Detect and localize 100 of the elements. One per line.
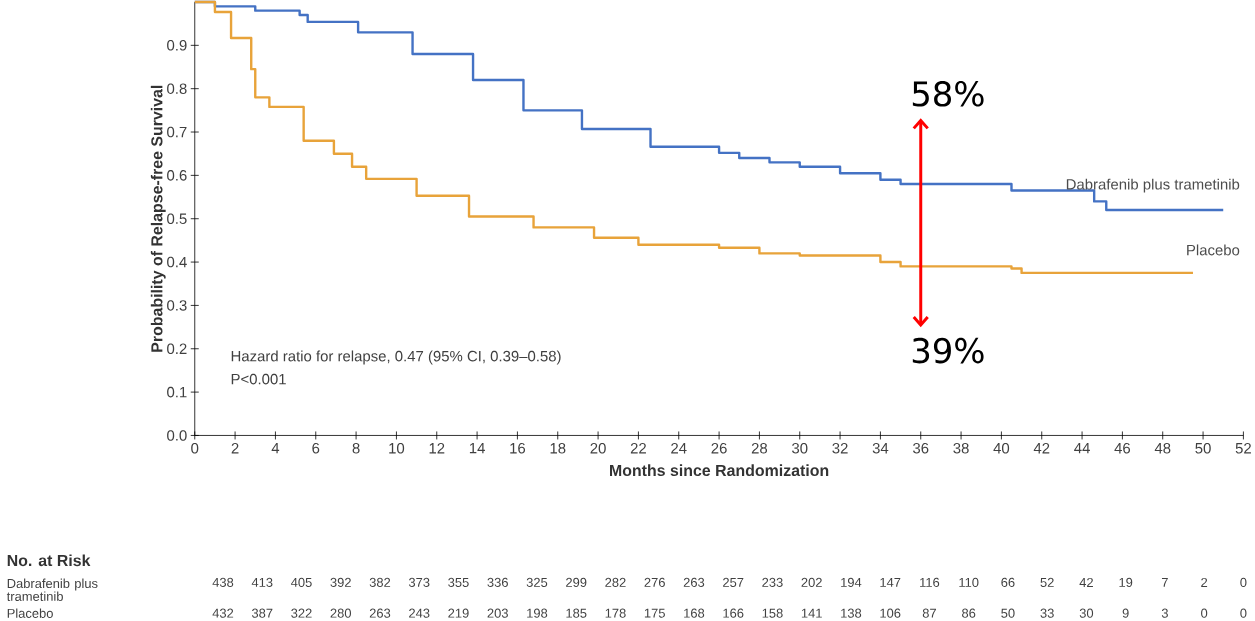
x-tick-label: 36 bbox=[913, 442, 929, 454]
x-tick-label: 8 bbox=[352, 442, 360, 454]
x-tick-label: 28 bbox=[751, 442, 768, 454]
series-label: Placebo bbox=[1187, 244, 1240, 256]
text: 33 bbox=[1040, 608, 1054, 618]
y-tick-label: 0.1 bbox=[167, 386, 187, 398]
text: 42 bbox=[1079, 577, 1093, 587]
x-tick-label: 6 bbox=[312, 442, 320, 454]
text: 336 bbox=[487, 577, 508, 587]
text: 325 bbox=[526, 577, 548, 587]
text: 203 bbox=[487, 608, 508, 618]
text: 66 bbox=[1001, 577, 1015, 587]
text: 185 bbox=[566, 608, 587, 618]
x-tick-label: 30 bbox=[792, 442, 808, 454]
text: 168 bbox=[684, 608, 705, 618]
text: 243 bbox=[409, 608, 430, 618]
annotation: Hazard ratio for relapse, 0.47 (95% CI, 0.39–0.58) bbox=[231, 350, 561, 365]
x-tick-label: 16 bbox=[510, 442, 526, 454]
text: 86 bbox=[962, 608, 976, 618]
text: 355 bbox=[448, 577, 469, 587]
y-tick-label: 0.5 bbox=[167, 213, 187, 224]
text: 19 bbox=[1119, 577, 1133, 587]
text: 432 bbox=[212, 608, 234, 618]
text: 7 bbox=[1161, 577, 1168, 587]
text: 0 bbox=[1240, 608, 1247, 618]
x-tick-label: 32 bbox=[832, 442, 848, 454]
text: 30 bbox=[1079, 608, 1094, 618]
text: No. at Risk bbox=[7, 554, 91, 567]
text: 110 bbox=[959, 577, 979, 587]
x-tick-label: 34 bbox=[872, 442, 889, 454]
text: 106 bbox=[880, 608, 901, 618]
text: 178 bbox=[605, 608, 626, 618]
text: 257 bbox=[723, 577, 744, 587]
text: 141 bbox=[801, 608, 822, 618]
y-tick-label: 0.7 bbox=[167, 126, 187, 138]
text: 405 bbox=[290, 577, 312, 587]
text: 263 bbox=[683, 577, 705, 587]
text: 116 bbox=[920, 577, 940, 587]
y-tick-label: 0.3 bbox=[167, 300, 187, 311]
y-tick-label: 0.6 bbox=[167, 169, 187, 181]
text: Dabrafenib plus trametinib bbox=[6, 578, 98, 601]
text: 263 bbox=[369, 608, 391, 618]
text: 9 bbox=[1122, 608, 1129, 618]
y-tick-label: 0.2 bbox=[167, 343, 187, 354]
text: 158 bbox=[762, 608, 783, 618]
x-tick-label: 22 bbox=[630, 442, 646, 454]
text: 198 bbox=[527, 608, 548, 618]
x-tick-label: 12 bbox=[429, 442, 445, 454]
text: 438 bbox=[212, 577, 234, 587]
x-tick-label: 38 bbox=[953, 442, 969, 454]
y-axis-title: Probability of Relapse-free Survival bbox=[150, 85, 166, 352]
text: 0 bbox=[1240, 577, 1247, 587]
text: 322 bbox=[291, 608, 312, 618]
x-tick-label: 46 bbox=[1114, 442, 1131, 454]
y-tick-label: 0.9 bbox=[167, 39, 187, 51]
text: 87 bbox=[922, 608, 936, 618]
x-tick-label: 0 bbox=[191, 442, 199, 454]
annotation: P<0.001 bbox=[231, 373, 286, 385]
text: 276 bbox=[644, 577, 665, 587]
x-tick-label: 18 bbox=[550, 442, 566, 454]
y-tick-label: 0.8 bbox=[167, 83, 187, 94]
text: 299 bbox=[566, 577, 587, 587]
x-tick-label: 26 bbox=[711, 442, 727, 454]
x-tick-label: 40 bbox=[993, 442, 1010, 454]
text: 166 bbox=[723, 608, 744, 618]
x-tick-label: 52 bbox=[1235, 442, 1251, 454]
x-tick-label: 50 bbox=[1195, 442, 1211, 454]
annotation: 58% bbox=[912, 80, 984, 107]
series-label: Dabrafenib plus trametinib bbox=[1066, 178, 1240, 193]
text: 280 bbox=[330, 608, 352, 618]
text: 202 bbox=[801, 577, 822, 587]
text: 373 bbox=[408, 577, 430, 587]
x-tick-label: 4 bbox=[271, 442, 280, 454]
x-tick-label: 24 bbox=[671, 442, 687, 454]
x-tick-label: 10 bbox=[389, 442, 405, 454]
text: 0 bbox=[1201, 608, 1208, 618]
text: Placebo bbox=[7, 608, 53, 618]
text: 147 bbox=[880, 577, 901, 587]
text: 413 bbox=[251, 577, 273, 587]
text: 382 bbox=[369, 577, 391, 587]
text: 138 bbox=[841, 608, 862, 618]
x-axis-title: Months since Randomization bbox=[610, 464, 829, 476]
text: 2 bbox=[1201, 577, 1208, 587]
text: 175 bbox=[644, 608, 665, 618]
x-tick-label: 2 bbox=[231, 442, 239, 454]
text: 282 bbox=[605, 577, 626, 587]
text: 387 bbox=[251, 608, 273, 618]
x-tick-label: 48 bbox=[1154, 442, 1171, 454]
text: 194 bbox=[841, 577, 862, 587]
x-tick-label: 44 bbox=[1074, 442, 1090, 454]
text: 233 bbox=[762, 577, 783, 587]
text: 392 bbox=[330, 577, 351, 587]
y-tick-label: 0.0 bbox=[167, 430, 187, 441]
annotation: 39% bbox=[912, 337, 984, 364]
text: 3 bbox=[1161, 608, 1168, 618]
x-tick-label: 42 bbox=[1033, 442, 1050, 454]
text: 50 bbox=[1001, 608, 1015, 618]
text: 52 bbox=[1040, 577, 1054, 587]
x-tick-label: 20 bbox=[590, 442, 606, 454]
y-tick-label: 0.4 bbox=[167, 256, 187, 268]
